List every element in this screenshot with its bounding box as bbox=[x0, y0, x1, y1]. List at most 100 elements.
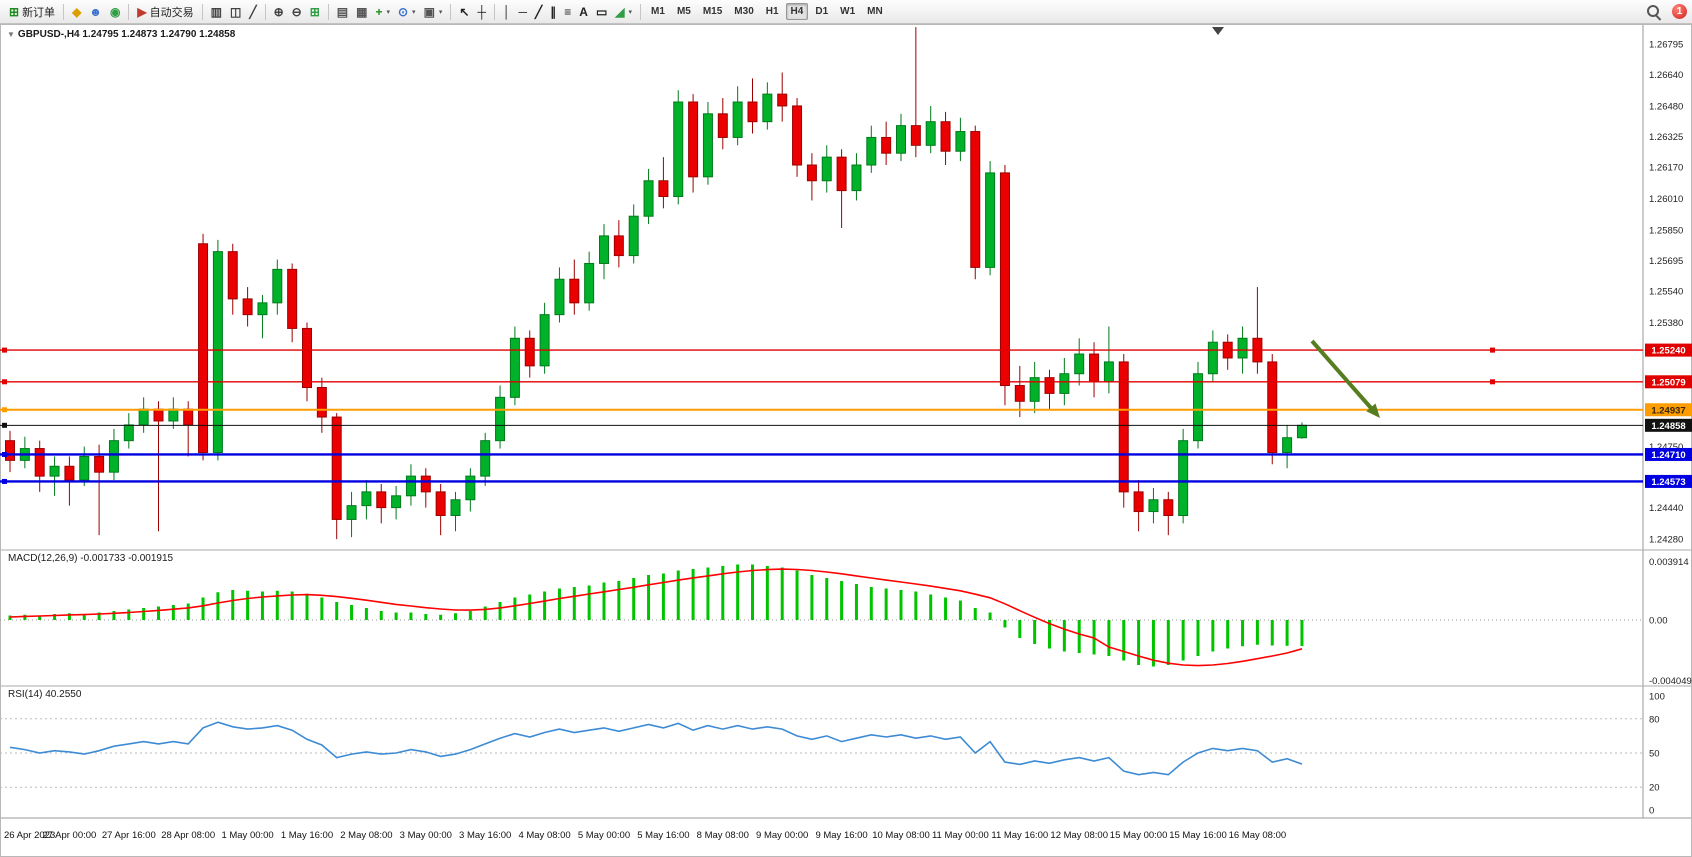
arrow-annotation[interactable] bbox=[1310, 339, 1380, 418]
svg-text:1.26170: 1.26170 bbox=[1649, 162, 1683, 173]
shapes-button[interactable]: ◢ ▾ bbox=[611, 2, 636, 22]
svg-text:2 May 08:00: 2 May 08:00 bbox=[340, 830, 392, 841]
arrange-windows-button[interactable]: ▤ bbox=[333, 2, 352, 22]
notification-badge[interactable]: 1 bbox=[1672, 4, 1687, 19]
line-chart-icon: ╱ bbox=[249, 4, 257, 19]
vertical-line-button[interactable]: │ bbox=[499, 2, 515, 22]
zoom-out-icon: ⊖ bbox=[291, 4, 302, 19]
svg-text:5 May 00:00: 5 May 00:00 bbox=[578, 830, 630, 841]
data-window-button[interactable]: ◉ bbox=[106, 2, 124, 22]
search-icon[interactable] bbox=[1645, 3, 1662, 20]
svg-text:1.24750: 1.24750 bbox=[1649, 442, 1683, 453]
cursor-icon: ↖ bbox=[459, 4, 470, 19]
crosshair-icon: ┼ bbox=[477, 4, 486, 19]
symbol-ohlc-label: GBPUSD-,H4 1.24795 1.24873 1.24790 1.248… bbox=[17, 29, 236, 40]
horizontal-line-button[interactable]: ─ bbox=[515, 2, 532, 22]
svg-text:27 Apr 00:00: 27 Apr 00:00 bbox=[42, 830, 96, 841]
svg-text:1.25240: 1.25240 bbox=[1651, 346, 1685, 357]
svg-text:4 May 08:00: 4 May 08:00 bbox=[518, 830, 570, 841]
collapse-arrow-icon[interactable]: ▼ bbox=[7, 30, 15, 39]
templates-button[interactable]: ▣ ▾ bbox=[420, 2, 447, 22]
svg-text:1.24440: 1.24440 bbox=[1649, 503, 1683, 514]
equidistant-channel-button[interactable]: ∥ bbox=[546, 2, 560, 22]
svg-text:1 May 00:00: 1 May 00:00 bbox=[221, 830, 273, 841]
profiles-button[interactable]: ☻ bbox=[85, 2, 106, 22]
svg-text:1.26640: 1.26640 bbox=[1649, 70, 1683, 81]
svg-text:1.26795: 1.26795 bbox=[1649, 39, 1683, 50]
svg-text:16 May 08:00: 16 May 08:00 bbox=[1229, 830, 1287, 841]
timeframe-w1-button[interactable]: W1 bbox=[840, 6, 856, 17]
svg-text:9 May 16:00: 9 May 16:00 bbox=[815, 830, 867, 841]
rsi-line bbox=[9, 721, 1303, 776]
toolbar-separator bbox=[494, 3, 495, 20]
trendline-button[interactable]: ╱ bbox=[531, 2, 546, 22]
svg-text:26 Apr 2023: 26 Apr 2023 bbox=[4, 830, 55, 841]
svg-text:20: 20 bbox=[1649, 783, 1660, 794]
templates-icon: ▣ bbox=[423, 4, 435, 19]
svg-text:1.24858: 1.24858 bbox=[1651, 421, 1685, 432]
periods-button[interactable]: ⊙ ▾ bbox=[394, 2, 420, 22]
indicators-icon: + bbox=[375, 4, 383, 19]
candlestick-chart-icon: ◫ bbox=[230, 4, 242, 19]
new-order-button[interactable]: ⊞ 新订单 bbox=[5, 2, 59, 22]
svg-text:1.24573: 1.24573 bbox=[1651, 477, 1685, 488]
macd-indicator-label: MACD(12,26,9) -0.001733 -0.001915 bbox=[8, 553, 174, 564]
timeframe-m30-button[interactable]: M30 bbox=[734, 6, 754, 17]
svg-text:27 Apr 16:00: 27 Apr 16:00 bbox=[102, 830, 156, 841]
toolbar-separator bbox=[327, 3, 329, 20]
svg-text:3 May 16:00: 3 May 16:00 bbox=[459, 830, 511, 841]
equidistant-channel-icon: ∥ bbox=[550, 4, 557, 19]
cascade-windows-button[interactable]: ▦ bbox=[352, 2, 371, 22]
dropdown-caret-icon: ▾ bbox=[628, 8, 633, 16]
trendline-icon: ╱ bbox=[535, 4, 543, 19]
timeframe-m15-button[interactable]: M15 bbox=[702, 6, 723, 17]
svg-text:15 May 16:00: 15 May 16:00 bbox=[1169, 830, 1227, 841]
svg-text:1.26325: 1.26325 bbox=[1649, 132, 1683, 143]
timeframe-h1-button[interactable]: H1 bbox=[765, 6, 779, 17]
svg-text:1.26010: 1.26010 bbox=[1649, 194, 1683, 205]
svg-text:12 May 08:00: 12 May 08:00 bbox=[1050, 830, 1108, 841]
new-chart-button[interactable]: ◆ bbox=[68, 2, 85, 22]
timeframe-m5-button[interactable]: M5 bbox=[676, 6, 691, 17]
timeframe-h4-button[interactable]: H4 bbox=[785, 3, 809, 20]
svg-text:1.24280: 1.24280 bbox=[1649, 535, 1683, 546]
zoom-in-button[interactable]: ⊕ bbox=[270, 2, 288, 22]
label-button[interactable]: ▭ bbox=[592, 2, 611, 22]
autotrading-button[interactable]: ▶ 自动交易 bbox=[133, 2, 197, 22]
timeframe-m1-button[interactable]: M1 bbox=[651, 6, 665, 17]
toolbar-separator bbox=[201, 3, 203, 20]
svg-text:0.003914: 0.003914 bbox=[1649, 557, 1689, 568]
candlesticks bbox=[5, 27, 1307, 540]
timeframe-d1-button[interactable]: D1 bbox=[815, 6, 829, 17]
price-axis[interactable]: 1.26795 1.26640 1.26480 1.26325 1.26170 1.260… bbox=[1645, 39, 1692, 546]
line-chart-button[interactable]: ╱ bbox=[245, 2, 260, 22]
candlestick-chart-button[interactable]: ◫ bbox=[226, 2, 245, 22]
chart-shift-marker[interactable] bbox=[1212, 27, 1224, 35]
svg-text:28 Apr 08:00: 28 Apr 08:00 bbox=[161, 830, 215, 841]
bar-chart-button[interactable]: ▥ bbox=[207, 2, 226, 22]
chart-symbol-header: ▼ GBPUSD-,H4 1.24795 1.24873 1.24790 1.24… bbox=[7, 29, 235, 40]
svg-text:1.26480: 1.26480 bbox=[1649, 101, 1683, 112]
svg-text:1.25079: 1.25079 bbox=[1651, 377, 1685, 388]
current-price-line bbox=[0, 422, 1643, 428]
horizontal-line-objects[interactable] bbox=[0, 347, 1643, 484]
timeframe-mn-button[interactable]: MN bbox=[867, 6, 883, 17]
macd-signal-line bbox=[9, 568, 1303, 667]
svg-text:9 May 00:00: 9 May 00:00 bbox=[756, 830, 808, 841]
fibonacci-button[interactable]: ≡ bbox=[560, 2, 575, 22]
tile-windows-button[interactable]: ⊞ bbox=[306, 2, 324, 22]
zoom-out-button[interactable]: ⊖ bbox=[288, 2, 306, 22]
new-order-button-label: 新订单 bbox=[22, 6, 56, 19]
bar-chart-icon: ▥ bbox=[210, 4, 222, 19]
cursor-button[interactable]: ↖ bbox=[455, 2, 473, 22]
dropdown-caret-icon: ▾ bbox=[438, 8, 443, 16]
svg-text:0: 0 bbox=[1649, 806, 1654, 817]
crosshair-button[interactable]: ┼ bbox=[473, 2, 490, 22]
svg-text:15 May 00:00: 15 May 00:00 bbox=[1110, 830, 1168, 841]
new-chart-icon: ◆ bbox=[72, 4, 82, 19]
svg-text:1.25540: 1.25540 bbox=[1649, 287, 1683, 298]
text-button[interactable]: A bbox=[575, 2, 592, 22]
indicators-button[interactable]: + ▾ bbox=[371, 2, 394, 22]
